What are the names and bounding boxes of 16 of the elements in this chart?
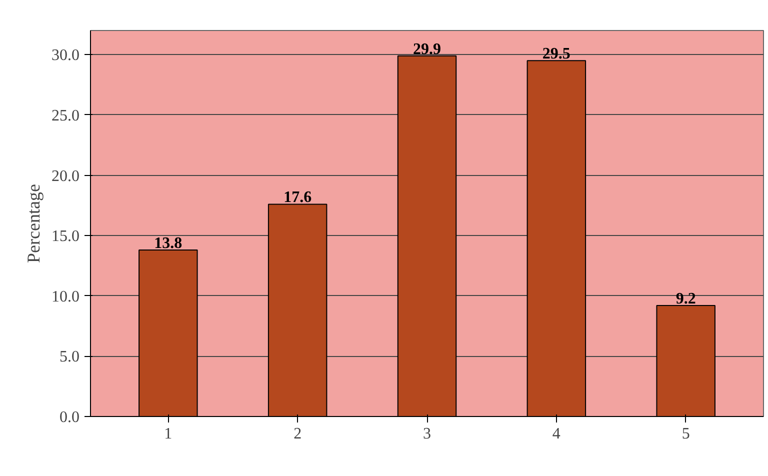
x-tick-label: 4 (552, 426, 560, 442)
x-tick-label: 1 (164, 426, 172, 442)
y-tick-label: 20.0 (52, 168, 80, 185)
y-tick-label: 15.0 (52, 228, 80, 246)
x-tick-label: 2 (294, 426, 302, 442)
data-label: 29.9 (413, 40, 441, 58)
x-tick-label: 3 (423, 426, 431, 442)
x-tick-label: 5 (682, 426, 690, 442)
data-label: 17.6 (284, 189, 312, 206)
y-tick-label: 5.0 (60, 348, 80, 366)
y-tick-label: 10.0 (52, 288, 80, 306)
y-tick-label: 25.0 (52, 107, 80, 124)
y-tick-label: 30.0 (52, 47, 80, 64)
y-axis-title: Percentage (24, 184, 44, 263)
data-label: 13.8 (154, 235, 182, 252)
y-tick-label: 0.0 (60, 409, 80, 426)
